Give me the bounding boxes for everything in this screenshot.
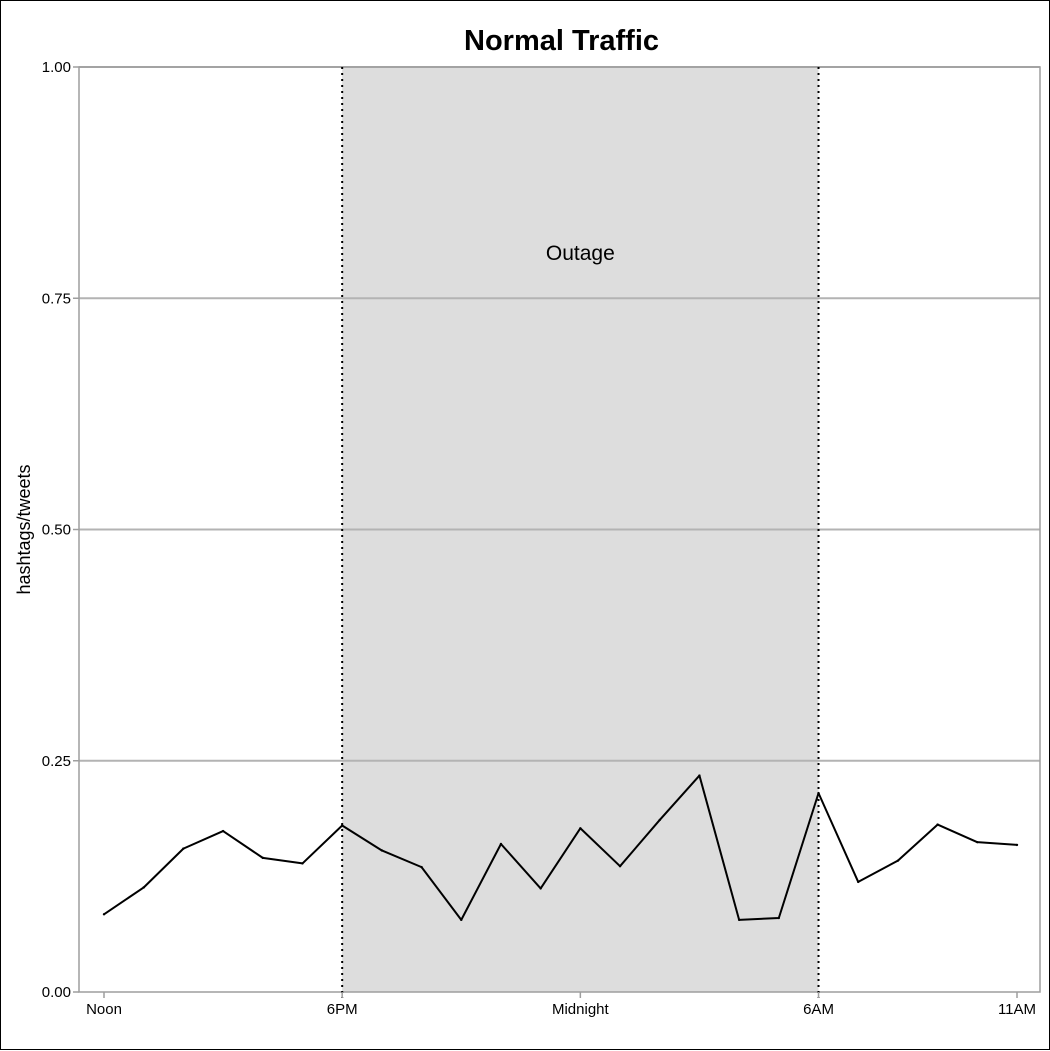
data-point-0-12 (579, 827, 582, 830)
data-point-0-5 (301, 862, 304, 865)
data-point-0-11 (539, 887, 542, 890)
y-tick-label-3: 0.75 (42, 290, 71, 307)
data-point-0-8 (420, 865, 423, 869)
data-point-0-21 (936, 823, 939, 826)
data-point-0-0 (102, 913, 106, 916)
data-point-0-20 (896, 859, 900, 862)
data-point-0-15 (698, 774, 701, 777)
y-tick-label-1: 0.25 (42, 753, 71, 770)
x-tick-label-0: Noon (86, 1001, 122, 1018)
data-point-0-19 (857, 880, 860, 884)
data-point-0-14 (658, 818, 661, 822)
data-point-0-10 (499, 842, 503, 846)
x-tick-label-3: 6AM (803, 1001, 834, 1018)
data-point-0-17 (777, 916, 781, 920)
data-point-0-3 (221, 829, 225, 833)
data-point-0-13 (618, 865, 622, 868)
series-line-0 (103, 774, 1018, 921)
data-point-0-2 (182, 847, 185, 850)
x-tick-label-2: Midnight (552, 1001, 610, 1018)
chart-title: Normal Traffic (464, 25, 659, 57)
data-point-0-7 (380, 849, 384, 852)
y-axis-label: hashtags/tweets (14, 464, 34, 594)
data-point-0-16 (737, 918, 741, 922)
outage-label: Outage (546, 242, 615, 265)
x-tick-label-1: 6PM (327, 1001, 358, 1018)
data-point-0-23 (1015, 843, 1019, 847)
data-point-0-6 (340, 824, 344, 827)
y-tick-label-4: 1.00 (42, 59, 71, 76)
data-point-0-1 (142, 886, 145, 889)
data-point-0-22 (976, 840, 979, 844)
x-tick-label-4: 11AM (998, 1001, 1036, 1018)
y-tick-label-0: 0.00 (42, 984, 71, 1001)
y-tick-label-2: 0.50 (42, 522, 71, 539)
data-point-0-9 (460, 918, 463, 922)
data-point-0-18 (817, 791, 820, 795)
data-point-0-4 (261, 856, 264, 860)
